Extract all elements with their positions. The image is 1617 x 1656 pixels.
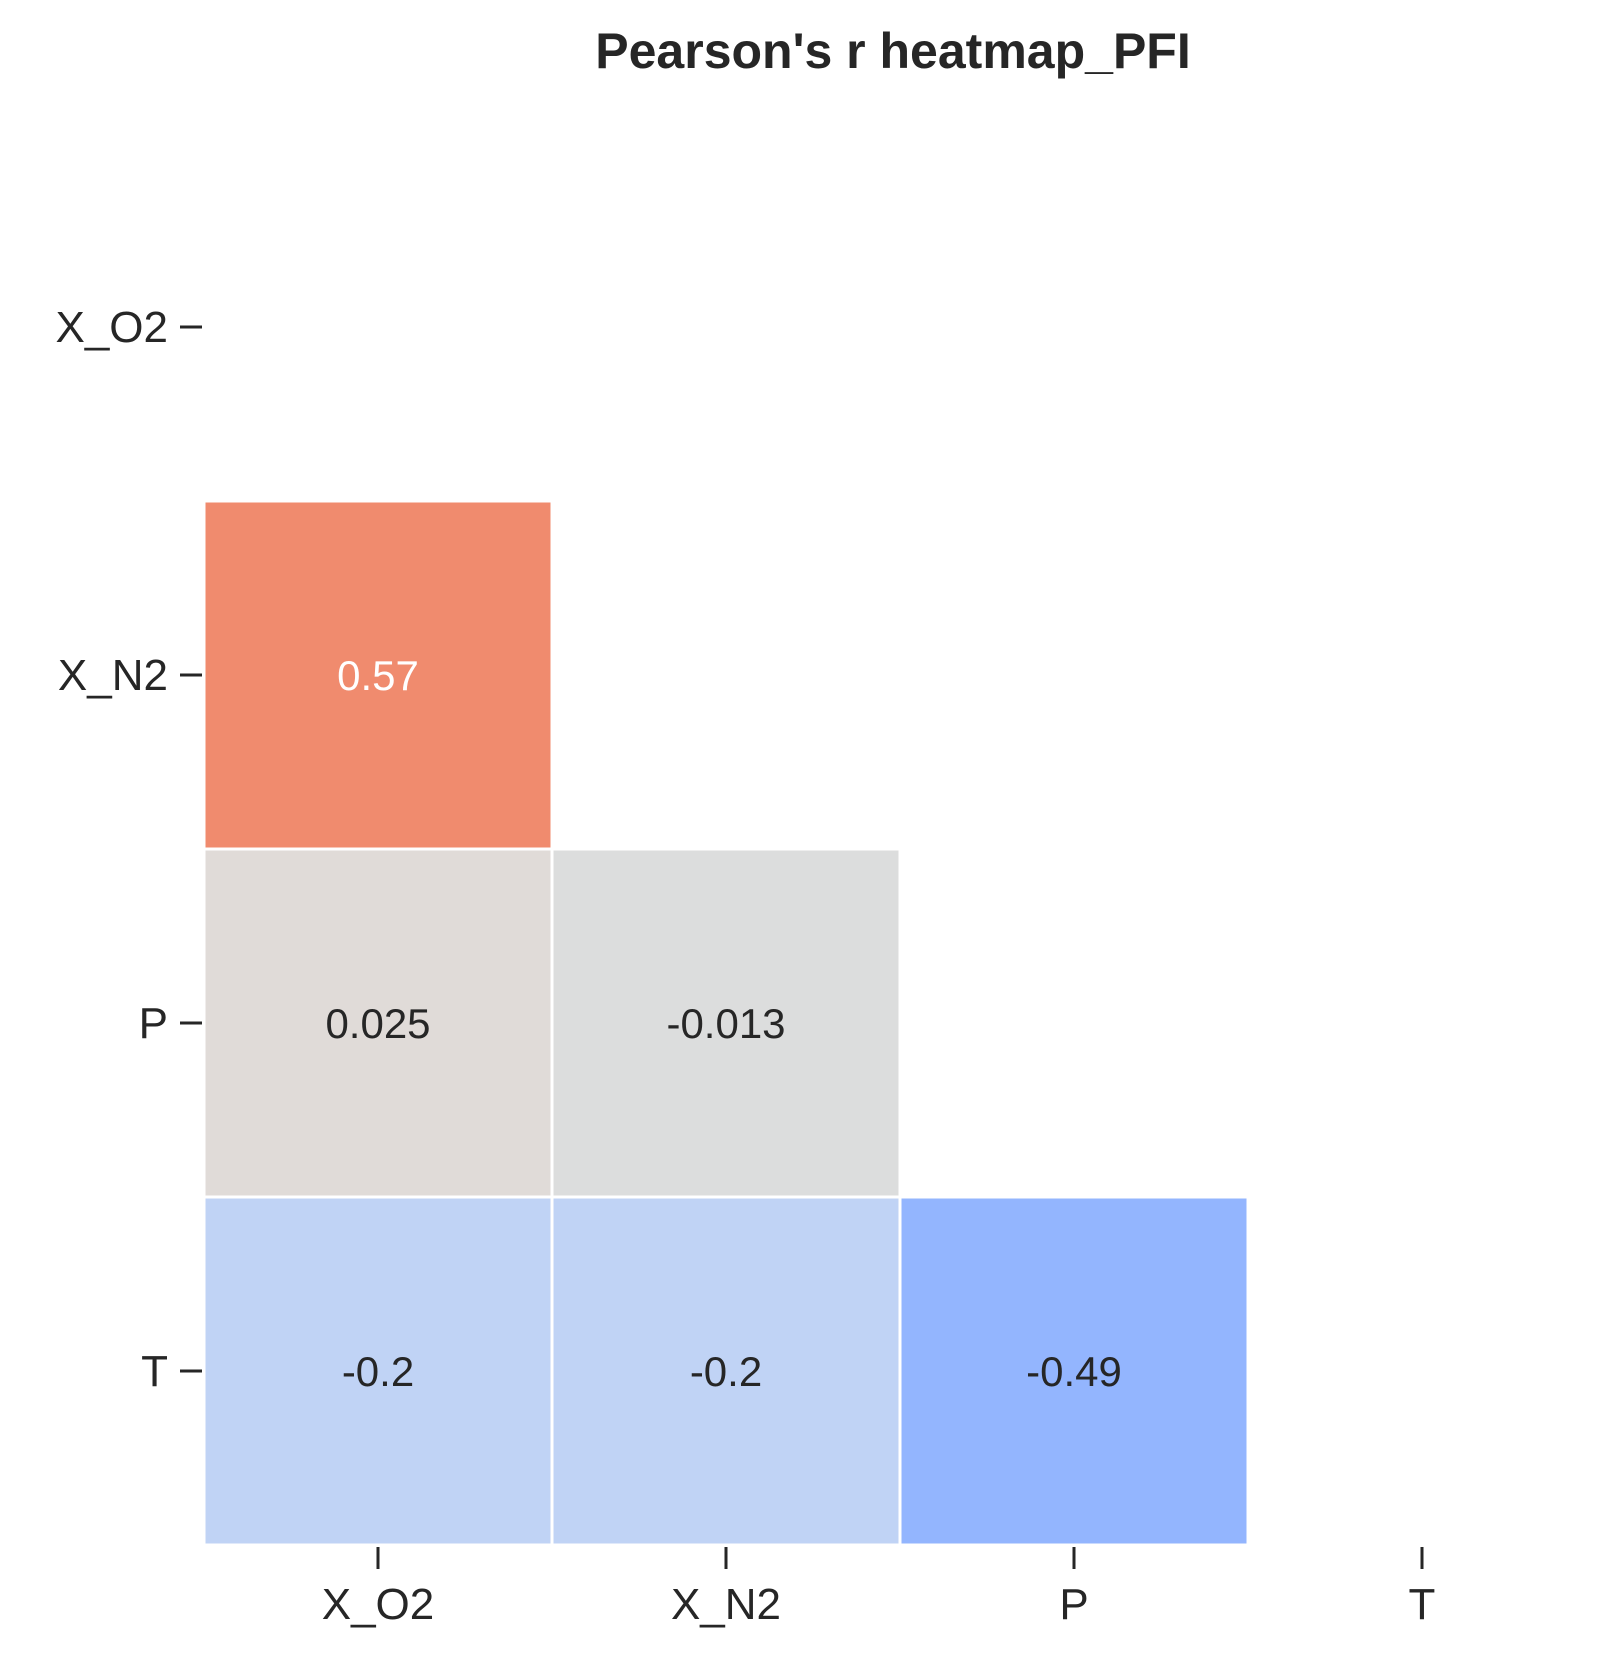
heatmap-cell	[550, 847, 902, 1199]
cell-value-label: 0.57	[337, 652, 419, 699]
heatmap-cells: 0.57 0.025 -0.013 -0.2 -0.2 -0.49	[202, 499, 1250, 1547]
x-tick-label: T	[1409, 1580, 1436, 1629]
heatmap-cell	[202, 847, 554, 1199]
heatmap-cell	[202, 1195, 554, 1547]
x-tick-label: P	[1059, 1580, 1088, 1629]
y-axis: X_O2 X_N2 P T	[55, 303, 202, 1396]
heatmap-cell	[202, 499, 554, 851]
y-tick-label: T	[141, 1347, 168, 1396]
cell-value-label: 0.025	[325, 1000, 430, 1047]
chart-title: Pearson's r heatmap_PFI	[595, 23, 1190, 79]
cell-value-label: -0.2	[690, 1348, 762, 1395]
x-axis: X_O2 X_N2 P T	[322, 1547, 1436, 1629]
y-tick-label: X_N2	[58, 651, 168, 700]
y-tick-label: X_O2	[55, 303, 168, 352]
heatmap-cell	[550, 1195, 902, 1547]
cell-value-label: -0.49	[1026, 1348, 1122, 1395]
heatmap-cell	[898, 1195, 1250, 1547]
cell-value-label: -0.2	[342, 1348, 414, 1395]
x-tick-label: X_O2	[322, 1580, 435, 1629]
y-tick-label: P	[139, 999, 168, 1048]
x-tick-label: X_N2	[671, 1580, 781, 1629]
cell-value-label: -0.013	[666, 1000, 785, 1047]
